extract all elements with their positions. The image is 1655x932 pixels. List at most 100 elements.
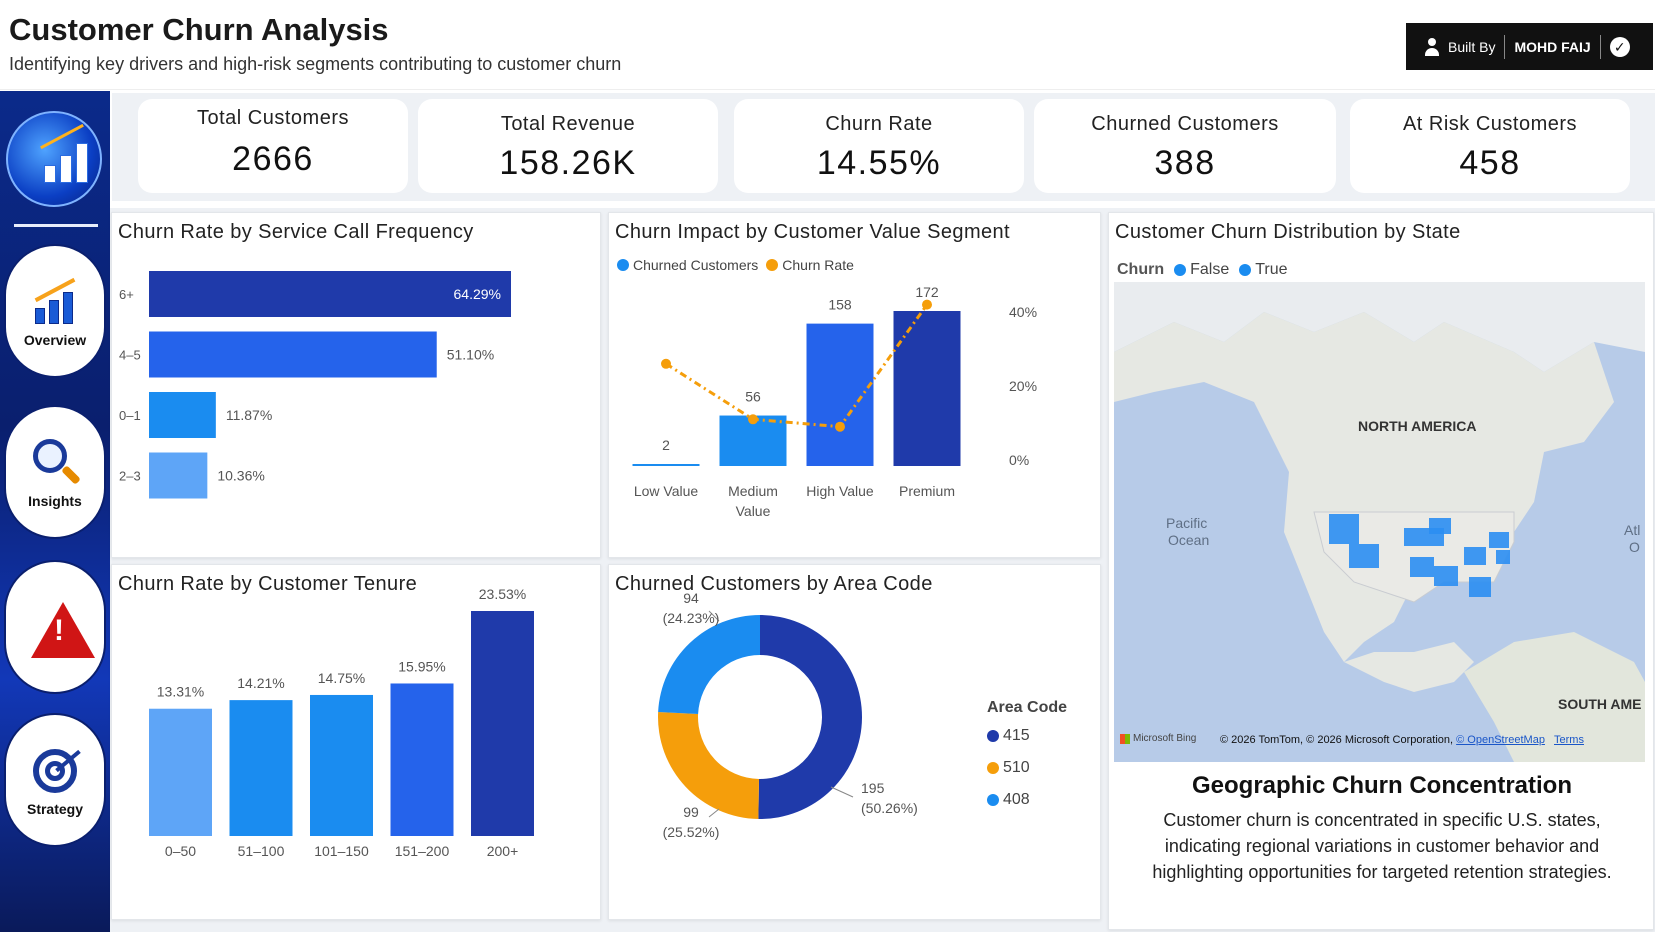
legend-swatch bbox=[766, 259, 779, 271]
verified-check-icon: ✓ bbox=[1609, 36, 1630, 57]
legend-title: Area Code bbox=[987, 699, 1068, 716]
churn-rate-line bbox=[665, 303, 929, 429]
area-code-chart: 195 (50.26%) 99 (25.52%) 94 (24.23%) bbox=[658, 590, 918, 840]
map-legend-title: Churn bbox=[1117, 261, 1165, 278]
tick-label: 101–150 bbox=[314, 843, 369, 859]
sidebar-item-label: Strategy bbox=[26, 801, 84, 817]
person-icon bbox=[1424, 37, 1440, 56]
page-title: Customer Churn Analysis bbox=[9, 12, 389, 47]
sidebar-item-alerts[interactable]: ! bbox=[4, 560, 106, 694]
header: Customer Churn Analysis Identifying key … bbox=[0, 0, 1655, 90]
data-label: 13.31% bbox=[157, 684, 204, 700]
legend-item-408[interactable]: 408 bbox=[987, 791, 1030, 809]
map-label: Atl bbox=[1624, 522, 1641, 538]
summary-title: Geographic Churn Concentration bbox=[1191, 772, 1572, 799]
kpi-total-customers: Total Customers 2666 bbox=[138, 99, 408, 193]
legend-swatch bbox=[987, 762, 999, 774]
bar bbox=[310, 694, 373, 836]
divider bbox=[1599, 34, 1601, 59]
data-label: 94 bbox=[683, 590, 699, 606]
legend-item[interactable]: Churn Rate bbox=[782, 257, 854, 273]
sidebar: Overview Insights ! Strategy bbox=[0, 91, 110, 932]
legend-item-510[interactable]: 510 bbox=[987, 759, 1030, 777]
osm-link[interactable]: © OpenStreetMap bbox=[1456, 734, 1545, 746]
line-point bbox=[922, 299, 932, 310]
data-label: 15.95% bbox=[398, 658, 445, 674]
map-legend: Churn False True bbox=[1117, 261, 1288, 279]
data-label: 2 bbox=[662, 437, 670, 453]
kpi-label: At Risk Customers bbox=[1402, 113, 1578, 135]
logo-bar bbox=[76, 143, 88, 183]
kpi-value: 158.26K bbox=[499, 144, 637, 182]
legend-item[interactable]: Churned Customers bbox=[633, 257, 759, 273]
value-segment-chart: 2 Low Value 56 Medium Value 158 High Value 172 P… bbox=[632, 284, 1037, 519]
data-label: 64.29% bbox=[454, 286, 501, 302]
bing-logo: Microsoft Bing bbox=[1120, 733, 1196, 744]
bar bbox=[632, 464, 700, 466]
sidebar-item-overview[interactable]: Overview bbox=[4, 244, 106, 378]
legend-swatch bbox=[1174, 264, 1187, 276]
legend-item-415[interactable]: 415 bbox=[987, 727, 1030, 745]
map-graphic bbox=[1114, 282, 1645, 762]
kpi-value: 14.55% bbox=[816, 144, 942, 182]
kpi-value: 2666 bbox=[232, 140, 314, 178]
bar bbox=[149, 271, 511, 317]
map-label: O bbox=[1629, 539, 1640, 555]
kpi-label: Churn Rate bbox=[825, 113, 933, 135]
tick-label: Low Value bbox=[634, 483, 699, 499]
line-point bbox=[835, 421, 845, 432]
sidebar-item-label: Insights bbox=[28, 493, 82, 509]
tick-label: 51–100 bbox=[238, 843, 285, 859]
kpi-value: 458 bbox=[1459, 144, 1521, 182]
data-label: 11.87% bbox=[226, 407, 272, 423]
service-calls-chart: 6+ 64.29% 4–5 51.10% 0–1 11.87% 2–3 10.36% bbox=[119, 271, 511, 499]
tick-label: Value bbox=[736, 503, 771, 519]
bar bbox=[806, 323, 874, 466]
chart-title: Churn Rate by Service Call Frequency bbox=[118, 221, 474, 243]
bing-label: Microsoft Bing bbox=[1133, 733, 1197, 744]
microsoft-logo-icon bbox=[1120, 733, 1130, 744]
kpi-churned-customers: Churned Customers 388 bbox=[1034, 99, 1336, 193]
chart-legend: Churned Customers Churn Rate bbox=[617, 257, 854, 273]
panel-area-code: Churned Customers by Area Code 195 (50.26… bbox=[608, 564, 1101, 920]
map-label: Ocean bbox=[1168, 532, 1210, 548]
legend-swatch bbox=[987, 794, 999, 806]
app-logo bbox=[6, 111, 102, 207]
slice-408 bbox=[658, 615, 760, 714]
y2-tick-label: 20% bbox=[1009, 378, 1037, 394]
bar-chart-growth-icon bbox=[27, 274, 83, 328]
built-by-label: Built By bbox=[1448, 38, 1496, 55]
data-label-pct: (50.26%) bbox=[861, 800, 918, 816]
line-point bbox=[661, 358, 671, 369]
page-subtitle: Identifying key drivers and high-risk se… bbox=[9, 54, 622, 74]
data-label: 99 bbox=[683, 804, 699, 820]
data-label: 10.36% bbox=[217, 468, 264, 484]
data-label: 14.21% bbox=[237, 675, 284, 691]
legend-swatch bbox=[617, 259, 629, 271]
logo-bar bbox=[44, 165, 56, 183]
map-label: NORTH AMERICA bbox=[1358, 418, 1477, 434]
legend-item[interactable]: False bbox=[1190, 261, 1230, 278]
sidebar-item-insights[interactable]: Insights bbox=[4, 405, 106, 539]
warning-icon: ! bbox=[27, 600, 95, 658]
kpi-value: 388 bbox=[1154, 144, 1216, 182]
bar bbox=[390, 683, 454, 836]
terms-link[interactable]: Terms bbox=[1554, 734, 1584, 746]
summary-body: Customer churn is concentrated in specif… bbox=[1152, 810, 1612, 882]
kpi-total-revenue: Total Revenue 158.26K bbox=[418, 99, 718, 193]
sidebar-item-strategy[interactable]: Strategy bbox=[4, 713, 106, 847]
legend-item[interactable]: True bbox=[1255, 261, 1288, 278]
panel-tenure: Churn Rate by Customer Tenure 13.31% 0–50… bbox=[111, 564, 601, 920]
bar bbox=[149, 452, 208, 499]
legend-label: 510 bbox=[1003, 759, 1030, 776]
data-label: 158 bbox=[828, 297, 852, 313]
built-by-badge[interactable]: Built By MOHD FAIJ ✓ bbox=[1406, 23, 1653, 70]
map-view[interactable]: NORTH AMERICA Pacific Ocean Atl O SOUTH … bbox=[1114, 282, 1645, 762]
tick-label: 4–5 bbox=[119, 348, 141, 363]
bar bbox=[149, 708, 212, 836]
leader-line bbox=[708, 808, 720, 818]
divider bbox=[1504, 34, 1506, 59]
map-title: Customer Churn Distribution by State bbox=[1115, 221, 1461, 243]
sidebar-item-label: Overview bbox=[23, 332, 87, 348]
data-label: 56 bbox=[745, 389, 761, 405]
